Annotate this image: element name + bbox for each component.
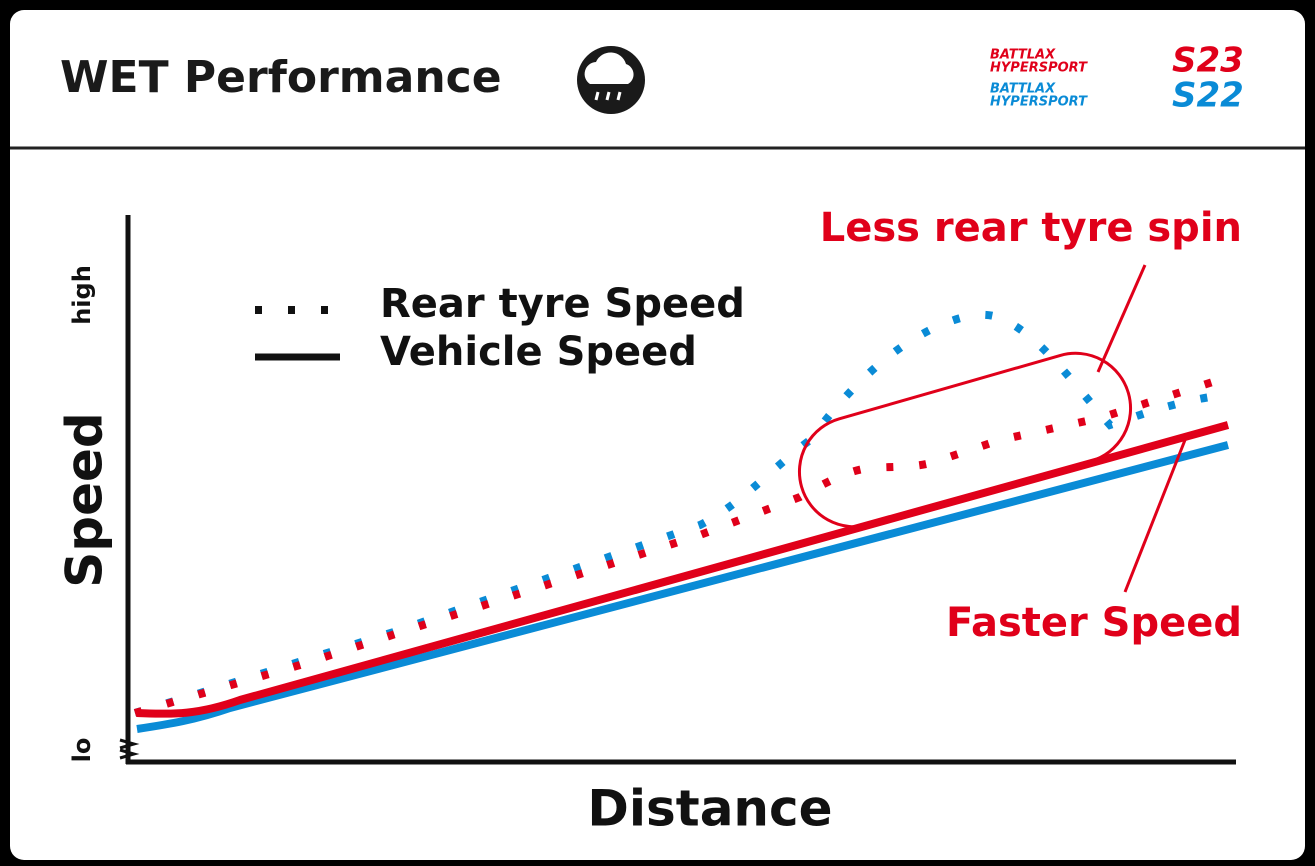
s22-rear-speed [133, 310, 1226, 717]
legend-label: Vehicle Speed [380, 329, 697, 375]
callout-line [1096, 264, 1147, 373]
logo-brand: BATTLAX [990, 82, 1056, 97]
logo-model: S23 [1172, 41, 1244, 81]
rain-icon [577, 46, 645, 114]
annotation: Faster Speed [946, 600, 1242, 646]
y-high-label: high [68, 265, 96, 325]
y-low-label: lo [68, 738, 96, 763]
s23-vehicle-speed [136, 421, 1230, 718]
highlight-ellipse [797, 351, 1133, 529]
annotation: Less rear tyre spin [820, 205, 1242, 251]
axis-break [119, 738, 140, 760]
logo-s22: BATTLAX HYPERSPORT S22 [990, 76, 1244, 116]
callout-line [1123, 439, 1187, 593]
logo-brand: BATTLAX [990, 48, 1056, 63]
legend-label: Rear tyre Speed [380, 281, 745, 327]
y-axis-label: Speed [56, 412, 114, 587]
logo-model: S22 [1172, 76, 1244, 116]
s23-rear-speed [133, 374, 1227, 717]
x-axis-label: Distance [587, 780, 832, 838]
logo-line: HYPERSPORT [990, 95, 1088, 110]
logo-line: HYPERSPORT [990, 61, 1088, 76]
card [10, 10, 1305, 860]
logo-s23: BATTLAX HYPERSPORT S23 [990, 41, 1244, 81]
s22-vehicle-speed [136, 441, 1230, 733]
title: WET Performance [60, 52, 502, 103]
